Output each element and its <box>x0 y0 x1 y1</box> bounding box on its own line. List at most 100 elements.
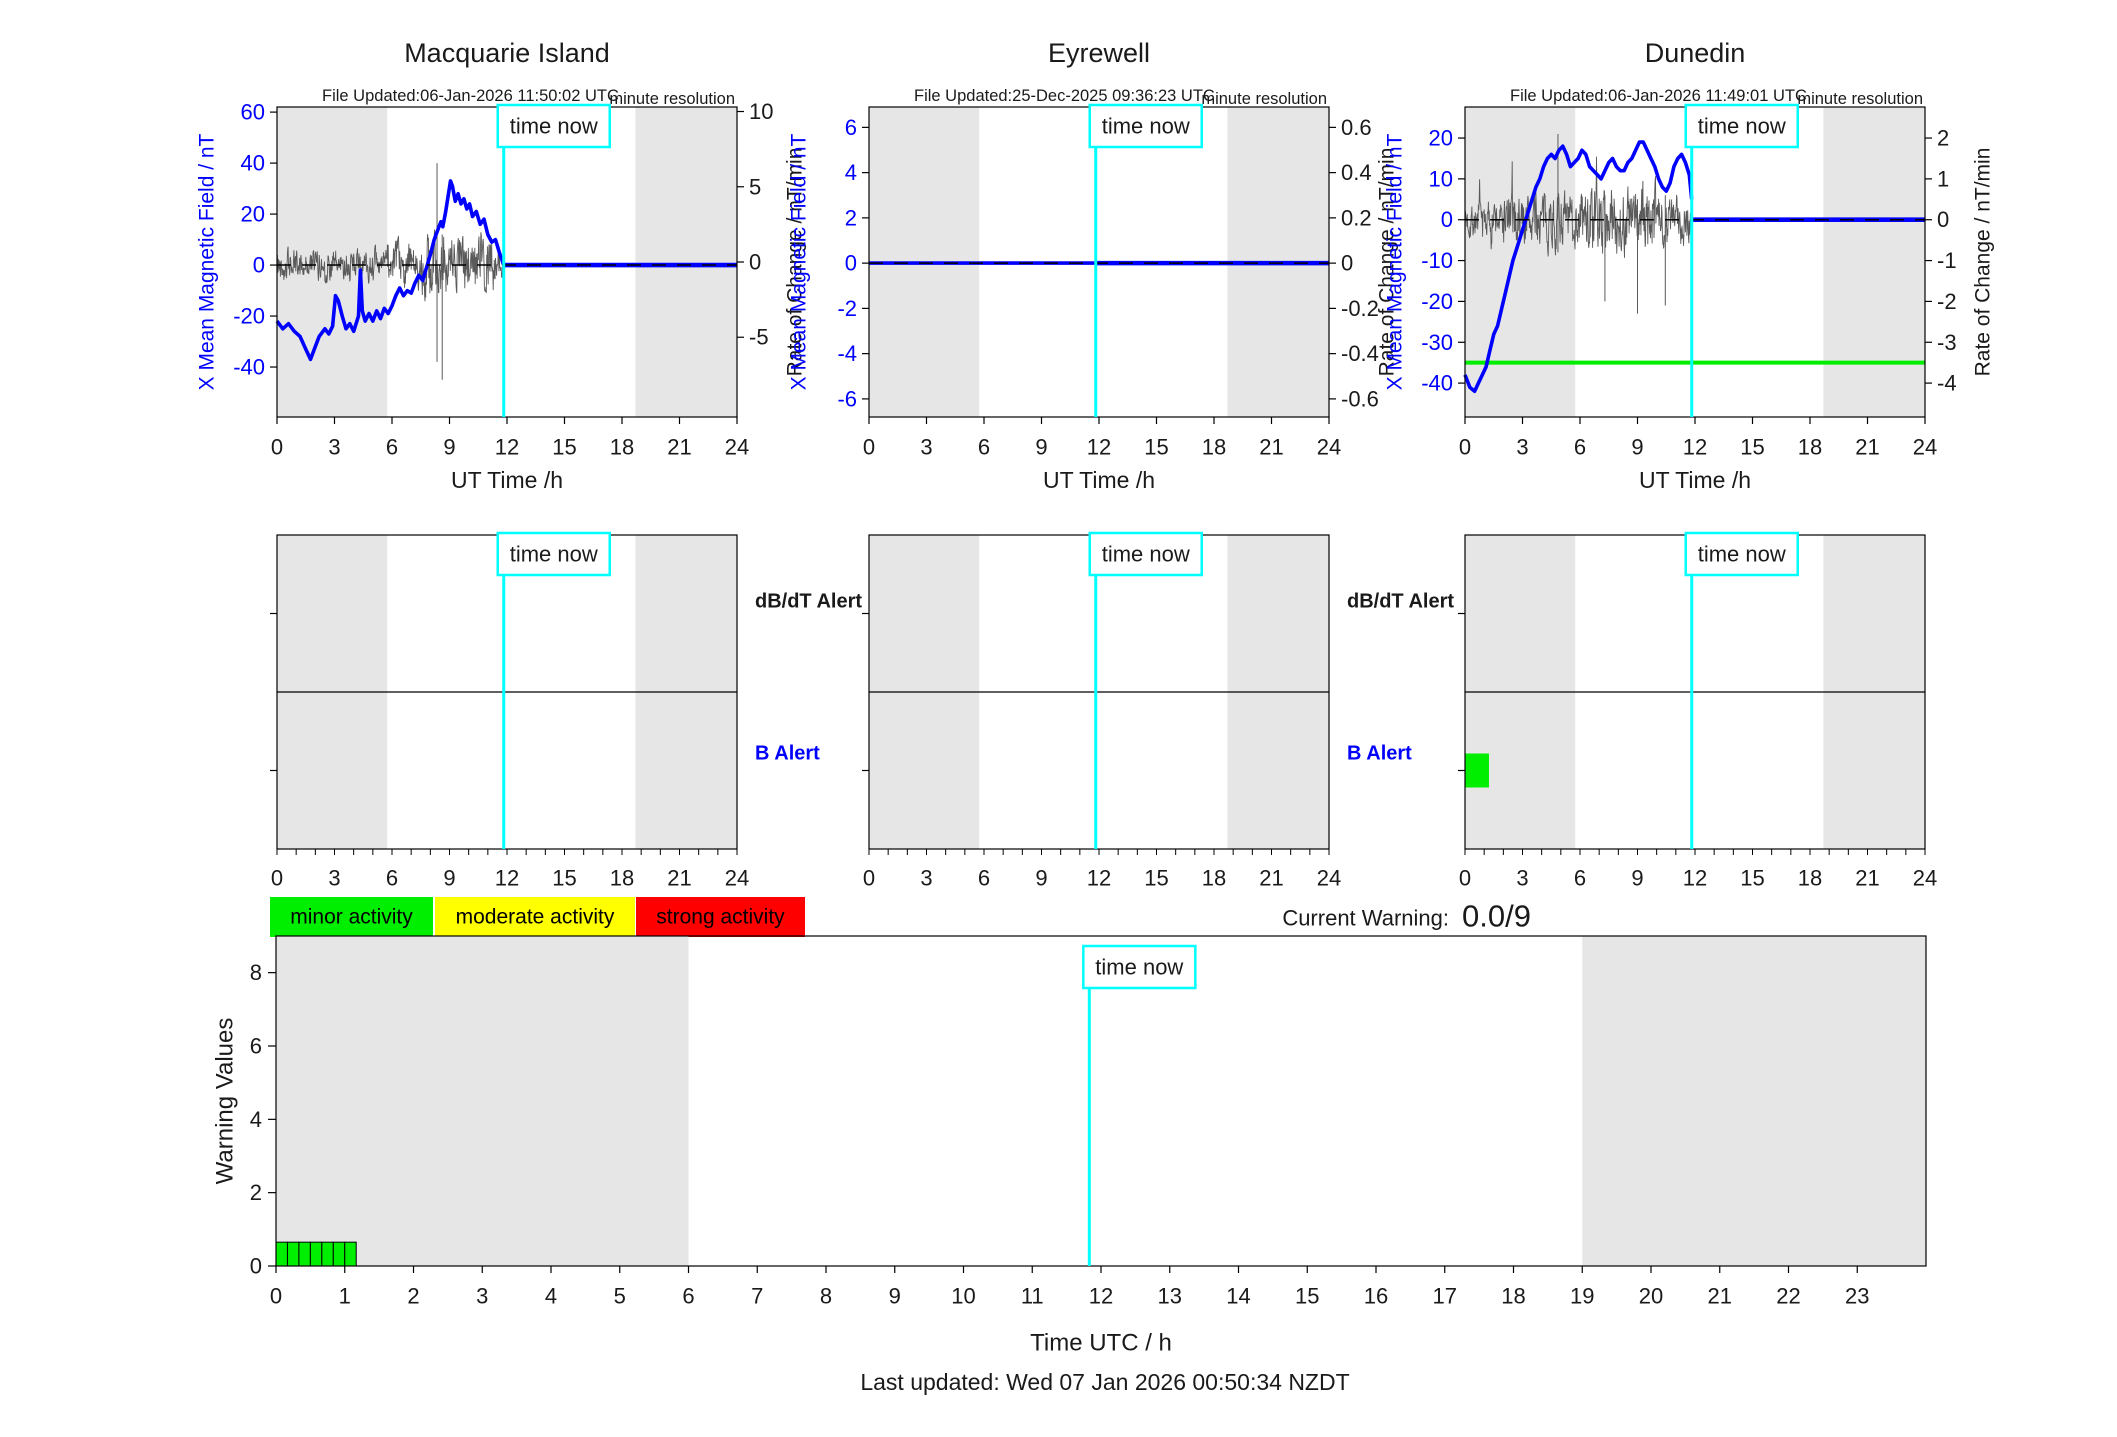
y-left-tick-label: 0 <box>253 253 265 278</box>
x-tick-label: 9 <box>1631 435 1643 460</box>
x-tick-label: 7 <box>751 1284 763 1309</box>
x-tick-label: 19 <box>1570 1284 1594 1309</box>
y-left-tick-label: -2 <box>837 296 857 321</box>
time-now-box <box>1088 103 1203 149</box>
x-tick-label: 15 <box>1144 866 1168 891</box>
y-right-axis-title: Rate of Change / nT/min <box>1376 148 1399 377</box>
x-tick-label: 18 <box>1202 435 1226 460</box>
time-now-box <box>496 103 611 149</box>
y-right-tick-label: 5 <box>749 174 761 199</box>
x-tick-label: 12 <box>1683 435 1707 460</box>
y-right-tick-label: 0 <box>1341 251 1353 276</box>
station-chart-macquarie: 60 40 20 0 -20 -40 10 5 0 -5 0 3 6 9 12 15 18 21 24 Macquar… <box>196 38 807 493</box>
x-tick-label: 3 <box>328 866 340 891</box>
x-tick-label: 9 <box>1631 866 1643 891</box>
time-now-label: time now <box>1102 542 1190 567</box>
x-tick-label: 1 <box>339 1284 351 1309</box>
x-tick-label: 18 <box>610 866 634 891</box>
alert-chart-alert-macquarie: 0 3 6 9 12 15 18 21 24 dB/dT Alert B Alert time now <box>270 531 862 891</box>
x-tick-label: 6 <box>1574 866 1586 891</box>
station-title: Dunedin <box>1645 38 1746 68</box>
legend-swatch <box>435 897 635 937</box>
y-left-tick-label: 0 <box>1441 207 1453 232</box>
night-shading-band <box>1823 107 1925 417</box>
y-left-tick-label: -4 <box>837 341 857 366</box>
station-title: Macquarie Island <box>404 38 610 68</box>
x-tick-label: 0 <box>863 435 875 460</box>
dbdt-alert-row-label: dB/dT Alert <box>1347 591 1454 613</box>
x-tick-label: 18 <box>1501 1284 1525 1309</box>
mean-field-trace <box>1463 140 1694 394</box>
time-now-box <box>1082 944 1197 990</box>
x-tick-label: 12 <box>1087 866 1111 891</box>
y-left-tick-label: -40 <box>233 355 265 380</box>
x-tick-label: 15 <box>1295 1284 1319 1309</box>
y-right-axis-title: Rate of Change / nT/min <box>1972 148 1995 377</box>
time-now-box <box>1684 103 1799 149</box>
legend-label: strong activity <box>656 906 785 929</box>
file-updated-label: File Updated:06-Jan-2026 11:50:02 UTC <box>322 87 619 105</box>
x-tick-label: 9 <box>889 1284 901 1309</box>
x-tick-label: 6 <box>682 1284 694 1309</box>
resolution-note: minute resolution <box>609 90 735 108</box>
x-tick-label: 21 <box>1259 866 1283 891</box>
y-left-tick-label: -6 <box>837 386 857 411</box>
x-tick-label: 12 <box>1087 435 1111 460</box>
x-tick-label: 2 <box>407 1284 419 1309</box>
y-right-tick-label: -3 <box>1937 330 1957 355</box>
y-right-tick-label: 0 <box>1937 207 1949 232</box>
legend-swatch <box>636 897 805 937</box>
x-tick-label: 15 <box>1740 435 1764 460</box>
x-tick-label: 24 <box>1317 866 1341 891</box>
y-left-tick-label: -20 <box>233 304 265 329</box>
resolution-note: minute resolution <box>1797 90 1923 108</box>
warning-value-bar <box>275 1241 288 1267</box>
dbdt-alert-row-label: dB/dT Alert <box>755 591 862 613</box>
x-tick-label: 20 <box>1639 1284 1663 1309</box>
y-right-tick-label: -2 <box>1937 289 1957 314</box>
y-right-tick-label: -0.6 <box>1341 386 1379 411</box>
x-tick-label: 15 <box>1740 866 1764 891</box>
x-axis-title: UT Time /h <box>1639 467 1751 493</box>
legend-label: moderate activity <box>456 906 615 929</box>
x-tick-label: 18 <box>1798 866 1822 891</box>
x-tick-label: 12 <box>495 435 519 460</box>
warning-value-bar <box>332 1241 346 1267</box>
x-tick-label: 24 <box>1317 435 1341 460</box>
x-tick-label: 24 <box>1913 435 1937 460</box>
y-left-tick-label: 60 <box>241 100 265 125</box>
x-tick-label: 14 <box>1226 1284 1250 1309</box>
x-tick-label: 16 <box>1364 1284 1388 1309</box>
x-tick-label: 5 <box>614 1284 626 1309</box>
y-right-tick-label: 0.4 <box>1341 160 1372 185</box>
x-tick-label: 0 <box>863 866 875 891</box>
x-axis-title: Time UTC / h <box>1030 1330 1172 1357</box>
y-tick-label: 6 <box>250 1034 262 1059</box>
x-tick-label: 12 <box>1089 1284 1113 1309</box>
file-updated-label: File Updated:06-Jan-2026 11:49:01 UTC <box>1510 87 1807 105</box>
x-tick-label: 9 <box>1035 435 1047 460</box>
y-left-axis-title: X Mean Magnetic Field / nT <box>196 133 219 390</box>
legend-swatch <box>270 897 433 937</box>
x-tick-label: 12 <box>495 866 519 891</box>
y-left-tick-label: 4 <box>845 160 857 185</box>
x-tick-label: 11 <box>1021 1284 1044 1309</box>
night-shading-band <box>635 107 737 417</box>
x-tick-label: 0 <box>270 1284 282 1309</box>
b-alert-activity-bar <box>1465 753 1489 788</box>
x-tick-label: 22 <box>1776 1284 1800 1309</box>
y-left-tick-label: 6 <box>845 115 857 140</box>
time-now-label: time now <box>1102 114 1190 139</box>
x-axis-title: UT Time /h <box>1043 467 1155 493</box>
x-tick-label: 24 <box>725 866 749 891</box>
y-right-tick-label: -5 <box>749 325 769 350</box>
y-axis-title: Warning Values <box>212 1018 239 1185</box>
last-updated-footer: Last updated: Wed 07 Jan 2026 00:50:34 N… <box>860 1369 1349 1395</box>
y-left-tick-label: 20 <box>241 202 265 227</box>
y-right-tick-label: 0.6 <box>1341 115 1372 140</box>
x-tick-label: 3 <box>920 866 932 891</box>
x-tick-label: 9 <box>1035 866 1047 891</box>
x-tick-label: 9 <box>443 866 455 891</box>
